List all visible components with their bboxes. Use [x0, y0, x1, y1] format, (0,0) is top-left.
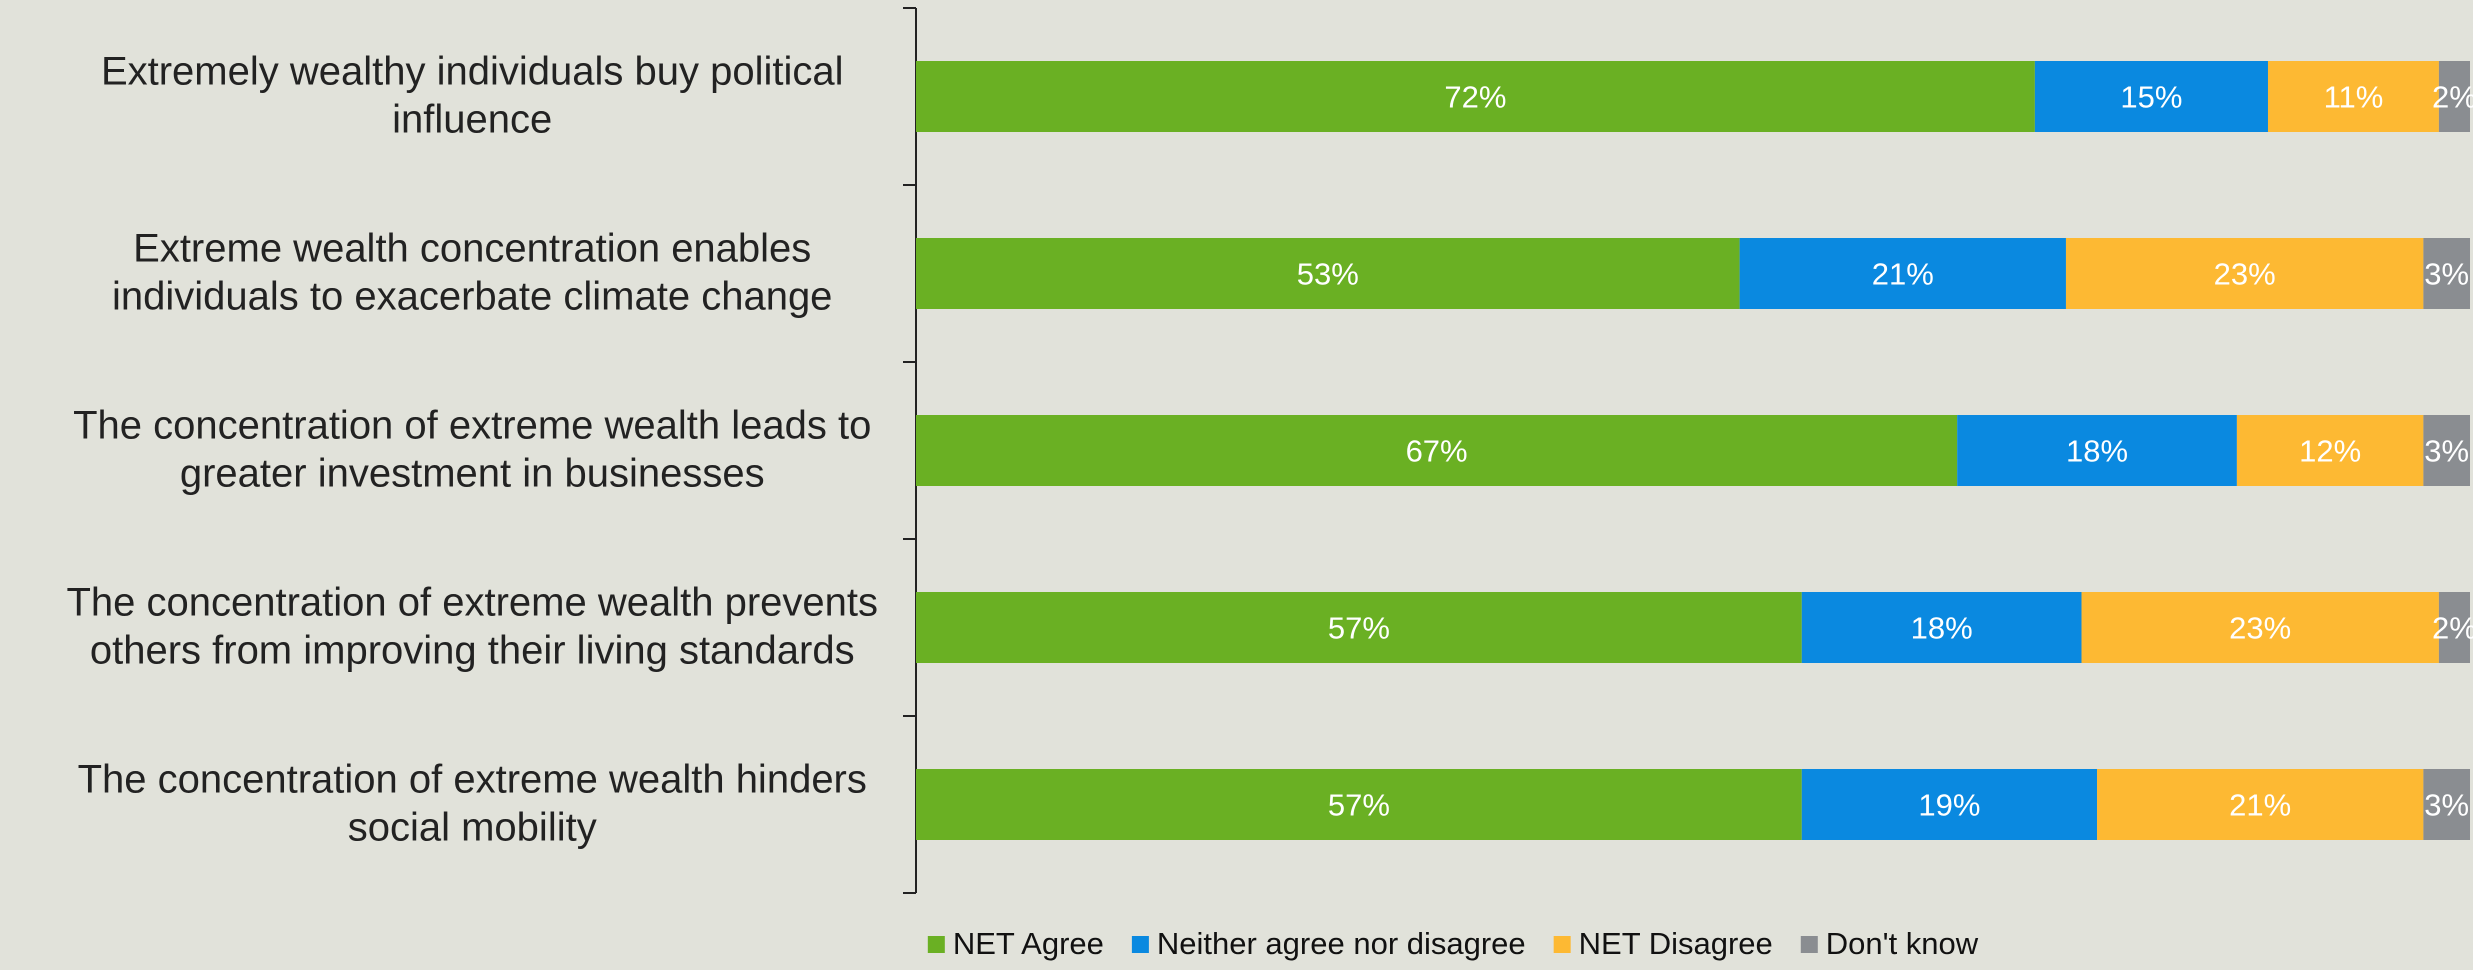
- data-label: 57%: [1328, 788, 1390, 823]
- legend-label: NET Agree: [953, 926, 1104, 961]
- data-label: 2%: [2432, 80, 2473, 115]
- bar-segment: [1801, 769, 2098, 840]
- bar-segment: [2267, 61, 2439, 132]
- legend-label: Don't know: [1826, 926, 1979, 961]
- category-labels: Extremely wealthy individuals buy politi…: [66, 50, 878, 850]
- bar-segment: [2034, 61, 2268, 132]
- bar-segment: [2438, 592, 2470, 663]
- bar-segment: [2423, 769, 2470, 840]
- legend-swatch: [1553, 936, 1571, 953]
- bars: 72% 15% 11% 2% 53% 21% 23% 3% 67% 18% 12% 3% 57% 18% 2…: [916, 61, 2473, 840]
- data-label: 18%: [1911, 611, 1973, 646]
- category-label: The concentration of extreme wealth hind…: [78, 758, 867, 802]
- category-label: The concentration of extreme wealth prev…: [66, 581, 878, 625]
- bar-segment: [2438, 61, 2470, 132]
- bar-segment: [2081, 592, 2439, 663]
- category-label: Extreme wealth concentration enables: [133, 227, 811, 271]
- data-label: 3%: [2424, 434, 2469, 469]
- bar-segment: [2423, 238, 2470, 309]
- bar-segment: [916, 415, 1958, 486]
- category-label: influence: [392, 98, 552, 142]
- data-label: 11%: [2324, 80, 2384, 115]
- category-label: The concentration of extreme wealth lead…: [73, 404, 871, 448]
- data-label: 72%: [1444, 80, 1506, 115]
- legend-swatch: [1800, 936, 1818, 953]
- bar-segment: [916, 769, 1802, 840]
- legend-item: NET Agree: [927, 926, 1104, 961]
- legend-swatch: [927, 936, 945, 953]
- data-label: 21%: [2229, 788, 2291, 823]
- category-label: greater investment in businesses: [180, 452, 765, 496]
- data-label: 21%: [1872, 257, 1934, 292]
- legend-item: Don't know: [1800, 926, 1979, 961]
- bar-segment: [916, 592, 1802, 663]
- data-label: 2%: [2432, 611, 2473, 646]
- data-label: 23%: [2229, 611, 2291, 646]
- bar-segment: [916, 238, 1740, 309]
- category-label: social mobility: [348, 806, 597, 850]
- data-label: 23%: [2214, 257, 2276, 292]
- data-label: 19%: [1918, 788, 1980, 823]
- bar-segment: [2065, 238, 2424, 309]
- category-label: individuals to exacerbate climate change: [112, 275, 832, 319]
- data-label: 12%: [2299, 434, 2361, 469]
- bar-segment: [2423, 415, 2470, 486]
- data-label: 15%: [2120, 80, 2182, 115]
- bar-segment: [1739, 238, 2066, 309]
- data-label: 53%: [1297, 257, 1359, 292]
- legend-item: NET Disagree: [1553, 926, 1773, 961]
- data-label: 3%: [2424, 257, 2469, 292]
- bar-segment: [1957, 415, 2237, 486]
- bar-segment: [1801, 592, 2082, 663]
- legend-swatch: [1131, 936, 1149, 953]
- legend-label: NET Disagree: [1579, 926, 1773, 961]
- bar-segment: [2236, 415, 2424, 486]
- y-axis: [903, 7, 917, 894]
- data-label: 57%: [1328, 611, 1390, 646]
- data-label: 3%: [2424, 788, 2469, 823]
- bar-segment: [2097, 769, 2424, 840]
- data-label: 67%: [1406, 434, 1468, 469]
- category-label: others from improving their living stand…: [90, 629, 855, 673]
- legend: NET Agree Neither agree nor disagree NET D…: [927, 926, 1979, 961]
- legend-item: Neither agree nor disagree: [1131, 926, 1526, 961]
- bar-segment: [916, 61, 2035, 132]
- category-label: Extremely wealthy individuals buy politi…: [101, 50, 844, 94]
- data-label: 18%: [2066, 434, 2128, 469]
- legend-label: Neither agree nor disagree: [1157, 926, 1526, 961]
